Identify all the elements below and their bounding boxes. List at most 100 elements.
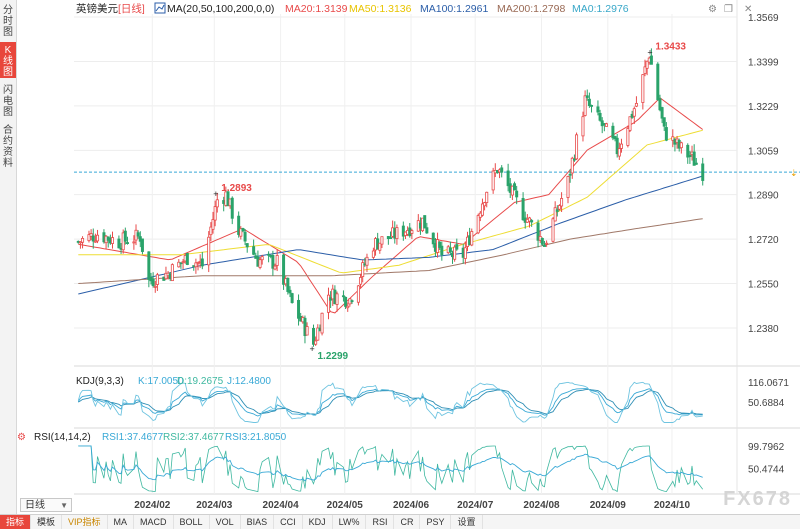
- side-tab-label: K线图: [3, 45, 13, 78]
- chart-svg[interactable]: 1.3569 1.3399 1.3229 1.3059 1.2890 1.2720 1.25…: [0, 0, 800, 514]
- candle-body: [179, 262, 183, 265]
- candle-body: [572, 158, 576, 161]
- indicator-tab-6[interactable]: BOLL: [174, 515, 210, 529]
- candle-body: [598, 112, 602, 121]
- indicator-tab-11[interactable]: LW%: [333, 515, 367, 529]
- ma-legend-item: MA50:1.3136: [349, 3, 412, 15]
- indicator-tab-13[interactable]: CR: [394, 515, 421, 529]
- restore-icon[interactable]: ❐: [724, 4, 733, 15]
- candle-body: [500, 167, 504, 173]
- indicator-tab-8[interactable]: BIAS: [241, 515, 275, 529]
- candle-body: [241, 228, 245, 232]
- indicator-tab-1[interactable]: 指标: [0, 515, 32, 529]
- indicator-settings-icon[interactable]: ⚙: [17, 432, 26, 443]
- candle-body: [671, 136, 675, 141]
- last-price-marker: ⇣: [790, 168, 798, 178]
- candle-body: [151, 278, 155, 286]
- candle-body: [483, 202, 487, 207]
- indicator-tab-4[interactable]: MA: [108, 515, 135, 529]
- candle-body: [438, 241, 442, 248]
- candle-body: [686, 144, 690, 158]
- candle-body: [147, 251, 151, 280]
- candle-body: [282, 254, 286, 285]
- candle-body: [440, 245, 444, 256]
- candle-body: [555, 209, 559, 212]
- kdj-panel: [77, 381, 703, 423]
- candle-body: [660, 107, 664, 119]
- candle-body: [587, 98, 591, 106]
- candle-body: [634, 103, 638, 107]
- candle-body: [346, 305, 350, 309]
- candle-body: [542, 245, 546, 247]
- rsi-title: RSI(14,14,2): [34, 432, 91, 443]
- candle-body: [267, 253, 271, 256]
- kdj-y-tick: 116.0671: [748, 378, 789, 389]
- candle-body: [510, 185, 514, 196]
- candle-body: [350, 300, 354, 303]
- ma-legend-item: MA0:1.2976: [572, 3, 629, 15]
- y-tick-label: 1.3229: [748, 102, 779, 113]
- candle-body: [194, 262, 198, 268]
- x-tick-label: 2024/10: [654, 500, 691, 511]
- candle-body: [316, 327, 320, 341]
- candle-body: [140, 238, 144, 252]
- candle-body: [431, 232, 435, 245]
- candle-body: [694, 162, 698, 165]
- candle-body: [545, 242, 549, 245]
- candle-body: [87, 234, 91, 242]
- candle-body: [209, 226, 213, 236]
- side-tab-1[interactable]: 分时图: [0, 2, 16, 38]
- candle-body: [380, 236, 384, 245]
- candle-body: [619, 143, 623, 149]
- candle-body: [643, 66, 647, 74]
- x-tick-label: 2024/05: [327, 500, 364, 511]
- candle-body: [215, 199, 219, 208]
- kdj-legend-item: J:12.4800: [227, 376, 271, 387]
- side-tab-2[interactable]: K线图: [0, 42, 16, 78]
- indicator-tab-3[interactable]: VIP指标: [62, 515, 108, 529]
- candle-body: [575, 134, 579, 160]
- candle-body: [260, 256, 264, 261]
- candle-body: [110, 237, 114, 244]
- candle-body: [540, 237, 544, 245]
- ma-legend-item: MA100:1.2961: [420, 3, 488, 15]
- indicator-tab-2[interactable]: 模板: [31, 515, 63, 529]
- candle-body: [275, 255, 279, 266]
- candle-body: [335, 293, 339, 305]
- kdj-y-tick: 50.6884: [748, 398, 785, 409]
- side-tab-label: 分时图: [3, 5, 13, 38]
- y-tick-label: 1.2380: [748, 324, 779, 335]
- x-tick-label: 2024/04: [263, 500, 300, 511]
- indicator-tab-7[interactable]: VOL: [210, 515, 241, 529]
- y-tick-label: 1.2550: [748, 280, 779, 291]
- candle-body: [237, 215, 241, 235]
- kdj-legend-item: K:17.0050: [138, 376, 184, 387]
- indicator-tab-14[interactable]: PSY: [420, 515, 452, 529]
- side-tab-4[interactable]: 合约资料: [0, 122, 16, 170]
- candle-body: [177, 261, 181, 268]
- indicator-tab-5[interactable]: MACD: [134, 515, 174, 529]
- indicator-tab-15[interactable]: 设置: [451, 515, 483, 529]
- extreme-marker: +: [310, 344, 315, 354]
- side-tab-3[interactable]: 闪电图: [0, 82, 16, 118]
- candle-body: [617, 148, 621, 157]
- period-select[interactable]: 日线 ▼: [20, 498, 72, 512]
- settings-icon[interactable]: ⚙: [708, 4, 717, 15]
- candle-body: [181, 261, 185, 264]
- x-tick-label: 2024/08: [523, 500, 560, 511]
- indicator-tab-12[interactable]: RSI: [366, 515, 395, 529]
- extreme-label: 1.3433: [655, 42, 686, 53]
- candle-body: [521, 198, 525, 221]
- candle-body: [123, 230, 127, 242]
- candle-body: [628, 116, 632, 131]
- candle-body: [585, 95, 589, 98]
- candle-body: [81, 238, 85, 243]
- candle-body: [596, 106, 600, 113]
- candle-body: [506, 170, 510, 187]
- indicator-tab-9[interactable]: CCI: [274, 515, 303, 529]
- candle-body: [185, 253, 189, 265]
- indicator-tab-10[interactable]: KDJ: [303, 515, 333, 529]
- chart-icon: [154, 2, 166, 14]
- candle-body: [200, 258, 204, 267]
- close-icon[interactable]: ✕: [744, 4, 752, 15]
